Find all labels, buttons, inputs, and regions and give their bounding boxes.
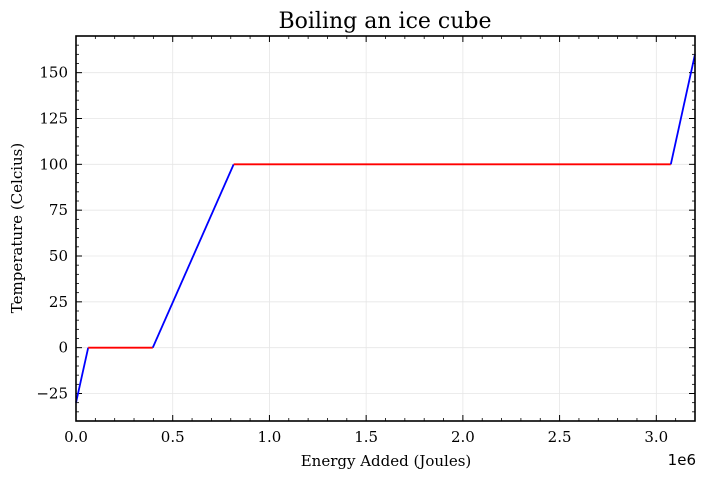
y-tick-label: 125 (39, 110, 68, 128)
x-tick-label: 3.0 (644, 428, 668, 446)
series-line-1 (75, 347, 90, 403)
series-line-5 (669, 54, 696, 165)
y-tick-label: 100 (39, 155, 68, 173)
y-tick-labels: −25 0 25 50 75 100 125 150 (36, 64, 68, 403)
series-line-3 (151, 163, 235, 349)
chart-title: Boiling an ice cube (278, 9, 491, 34)
x-offset-label: 1e6 (668, 451, 696, 469)
x-tick-label: 1.5 (354, 428, 378, 446)
grid (76, 36, 695, 421)
ticks (75, 35, 695, 422)
y-tick-label: 25 (49, 293, 68, 311)
x-tick-label: 2.5 (548, 428, 572, 446)
x-tick-label: 0.0 (64, 428, 88, 446)
x-tick-label: 0.5 (161, 428, 185, 446)
y-tick-label: 150 (39, 64, 68, 82)
series-lines (75, 54, 696, 403)
plot-frame (75, 35, 696, 422)
x-tick-label: 2.0 (451, 428, 475, 446)
y-tick-label: 75 (49, 201, 68, 219)
y-tick-label: 50 (49, 247, 68, 265)
x-tick-labels: 0.0 0.5 1.0 1.5 2.0 2.5 3.0 (64, 428, 668, 446)
y-axis-label: Temperature (Celcius) (8, 143, 26, 313)
x-tick-label: 1.0 (258, 428, 282, 446)
y-tick-label: 0 (58, 339, 68, 357)
y-tick-label: −25 (36, 385, 68, 403)
x-axis-label: Energy Added (Joules) (301, 452, 472, 470)
